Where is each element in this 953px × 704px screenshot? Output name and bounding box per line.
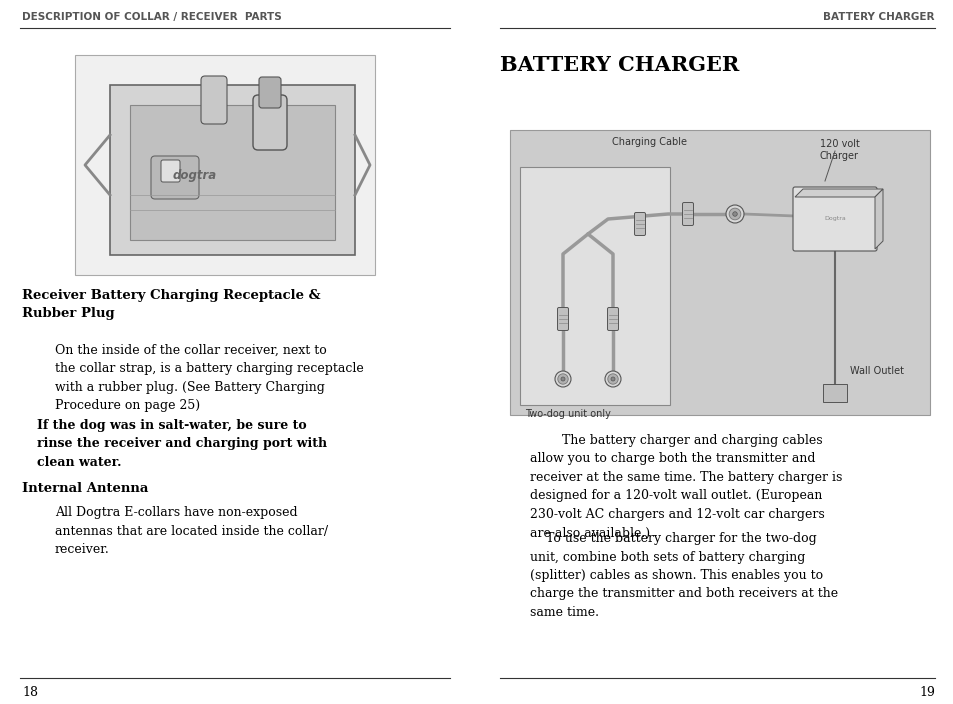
FancyBboxPatch shape [634,213,645,236]
FancyBboxPatch shape [161,160,180,182]
Polygon shape [874,189,882,249]
Circle shape [607,374,618,384]
Polygon shape [794,189,882,197]
Text: DESCRIPTION OF COLLAR / RECEIVER  PARTS: DESCRIPTION OF COLLAR / RECEIVER PARTS [22,12,281,22]
Circle shape [610,377,615,381]
FancyBboxPatch shape [253,95,287,150]
FancyBboxPatch shape [557,308,568,330]
Circle shape [725,205,743,223]
Text: BATTERY CHARGER: BATTERY CHARGER [822,12,934,22]
Text: BATTERY CHARGER: BATTERY CHARGER [499,55,739,75]
FancyBboxPatch shape [201,76,227,124]
FancyBboxPatch shape [258,77,281,108]
Bar [822,384,846,402]
Text: Two-dog unit only: Two-dog unit only [524,409,610,419]
Text: If the dog was in salt-water, be sure to
rinse the receiver and charging port wi: If the dog was in salt-water, be sure to… [37,419,327,469]
Circle shape [728,208,740,220]
Bar [510,130,929,415]
FancyBboxPatch shape [151,156,199,199]
Circle shape [604,371,620,387]
Text: Internal Antenna: Internal Antenna [22,482,149,495]
Polygon shape [130,105,335,240]
Circle shape [560,377,564,381]
Text: 19: 19 [918,686,934,699]
Text: To use the battery charger for the two-dog
unit, combine both sets of battery ch: To use the battery charger for the two-d… [530,532,838,619]
Text: Wall Outlet: Wall Outlet [849,366,903,376]
Circle shape [555,371,571,387]
Bar [519,167,669,405]
Text: 18: 18 [22,686,38,699]
FancyBboxPatch shape [607,308,618,330]
Text: The battery charger and charging cables
allow you to charge both the transmitter: The battery charger and charging cables … [530,434,841,539]
Text: 120 volt
Charger: 120 volt Charger [820,139,859,161]
Text: Receiver Battery Charging Receptacle &
Rubber Plug: Receiver Battery Charging Receptacle & R… [22,289,320,320]
Text: Charging Cable: Charging Cable [612,137,687,147]
Polygon shape [110,85,355,255]
Circle shape [558,374,568,384]
Text: Dogtra: Dogtra [823,217,845,222]
Text: dogtra: dogtra [172,168,217,182]
Circle shape [732,212,737,216]
FancyBboxPatch shape [792,187,876,251]
Text: All Dogtra E-collars have non-exposed
antennas that are located inside the colla: All Dogtra E-collars have non-exposed an… [55,506,328,556]
Text: On the inside of the collar receiver, next to
the collar strap, is a battery cha: On the inside of the collar receiver, ne… [55,344,363,413]
FancyBboxPatch shape [681,203,693,225]
Bar [75,55,375,275]
